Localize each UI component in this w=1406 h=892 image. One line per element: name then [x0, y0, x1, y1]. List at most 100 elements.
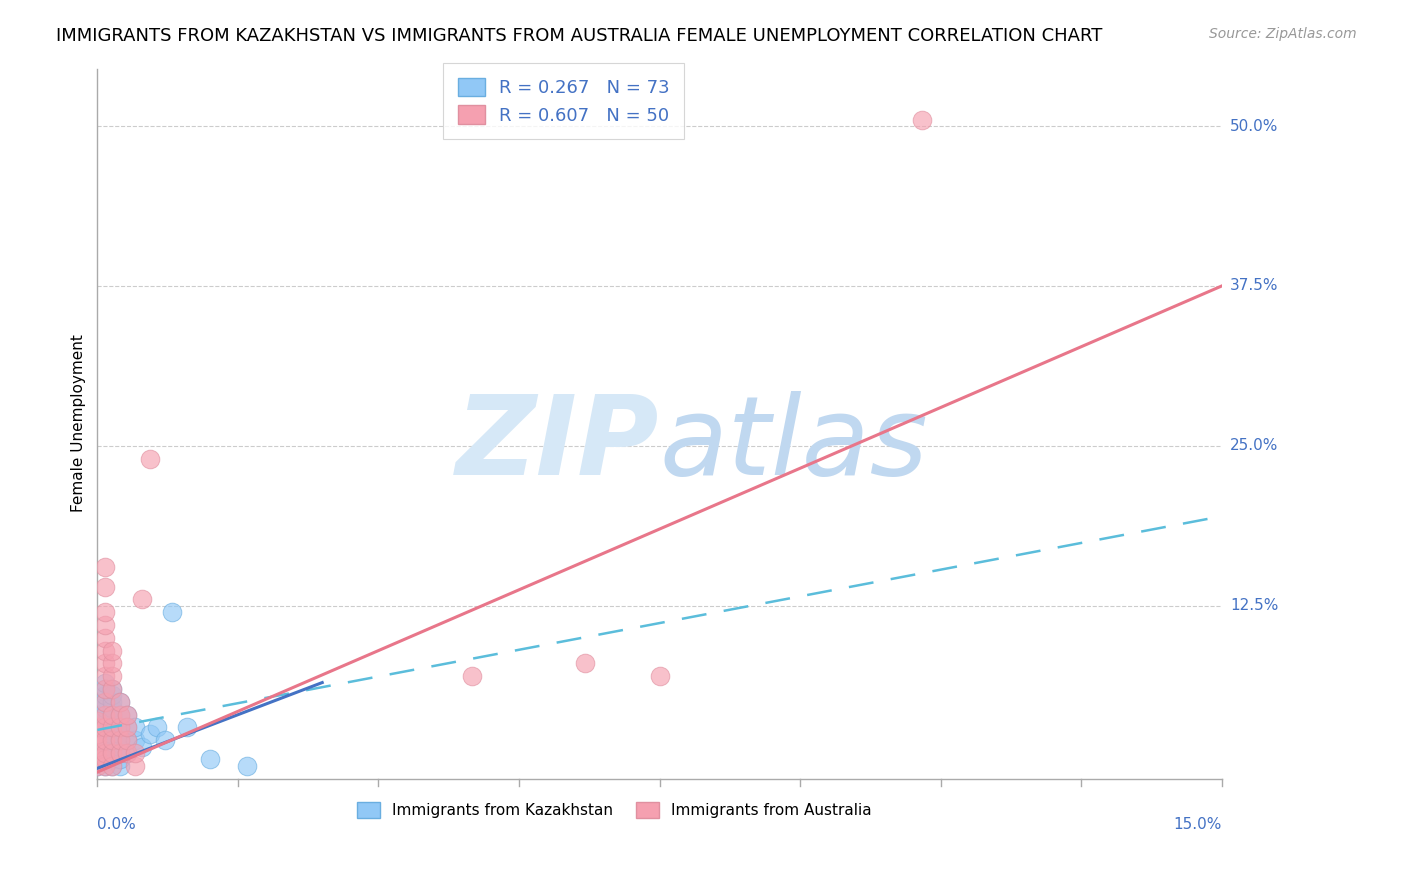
Point — [86, 743, 108, 757]
Point — [86, 731, 108, 745]
Point — [94, 720, 117, 734]
Point — [86, 739, 108, 754]
Point — [911, 112, 934, 127]
Point — [117, 720, 139, 734]
Point — [101, 733, 124, 747]
Point — [108, 695, 131, 709]
Y-axis label: Female Unemployment: Female Unemployment — [72, 334, 86, 512]
Point — [86, 701, 108, 715]
Point — [101, 720, 124, 734]
Point — [124, 733, 146, 747]
Point — [94, 643, 117, 657]
Text: 12.5%: 12.5% — [1230, 599, 1278, 614]
Point — [131, 739, 153, 754]
Point — [94, 738, 117, 752]
Point — [101, 689, 124, 703]
Point — [86, 704, 108, 718]
Point — [101, 707, 124, 722]
Point — [86, 746, 108, 760]
Point — [101, 643, 124, 657]
Point — [153, 733, 176, 747]
Point — [139, 727, 162, 741]
Point — [94, 746, 117, 760]
Point — [117, 707, 139, 722]
Point — [94, 675, 117, 690]
Point — [131, 592, 153, 607]
Point — [146, 720, 169, 734]
Point — [86, 733, 108, 747]
Point — [94, 560, 117, 574]
Point — [101, 657, 124, 671]
Point — [86, 736, 108, 750]
Point — [101, 720, 124, 734]
Point — [86, 707, 108, 722]
Point — [139, 451, 162, 466]
Point — [101, 707, 124, 722]
Point — [108, 758, 131, 772]
Point — [101, 733, 124, 747]
Point — [117, 733, 139, 747]
Point — [94, 707, 117, 722]
Point — [574, 657, 596, 671]
Point — [86, 716, 108, 731]
Text: 15.0%: 15.0% — [1174, 817, 1222, 832]
Point — [94, 605, 117, 619]
Point — [101, 752, 124, 766]
Text: 37.5%: 37.5% — [1230, 278, 1278, 293]
Point — [86, 727, 108, 741]
Text: atlas: atlas — [659, 392, 928, 499]
Point — [101, 727, 124, 741]
Point — [108, 707, 131, 722]
Point — [94, 751, 117, 765]
Point — [86, 727, 108, 741]
Point — [94, 746, 117, 760]
Point — [94, 580, 117, 594]
Point — [94, 733, 117, 747]
Point — [94, 701, 117, 715]
Point — [94, 727, 117, 741]
Text: ZIP: ZIP — [456, 392, 659, 499]
Point — [108, 733, 131, 747]
Point — [86, 748, 108, 763]
Point — [94, 758, 117, 772]
Point — [117, 746, 139, 760]
Point — [86, 754, 108, 768]
Point — [101, 681, 124, 696]
Point — [101, 695, 124, 709]
Text: 25.0%: 25.0% — [1230, 438, 1278, 453]
Point — [124, 758, 146, 772]
Point — [94, 631, 117, 645]
Point — [94, 714, 117, 728]
Point — [108, 739, 131, 754]
Point — [94, 758, 117, 772]
Point — [101, 739, 124, 754]
Point — [94, 681, 117, 696]
Point — [108, 733, 131, 747]
Point — [86, 710, 108, 724]
Point — [108, 695, 131, 709]
Point — [124, 720, 146, 734]
Point — [86, 739, 108, 754]
Point — [94, 752, 117, 766]
Point — [94, 669, 117, 683]
Point — [94, 689, 117, 703]
Point — [101, 681, 124, 696]
Point — [101, 746, 124, 760]
Point — [86, 758, 108, 772]
Point — [94, 657, 117, 671]
Point — [86, 714, 108, 728]
Point — [461, 669, 484, 683]
Text: 50.0%: 50.0% — [1230, 119, 1278, 134]
Point — [124, 746, 146, 760]
Point — [101, 758, 124, 772]
Point — [117, 733, 139, 747]
Point — [94, 681, 117, 696]
Point — [108, 720, 131, 734]
Point — [94, 742, 117, 756]
Point — [108, 727, 131, 741]
Point — [108, 720, 131, 734]
Point — [101, 758, 124, 772]
Point — [86, 758, 108, 772]
Point — [94, 755, 117, 769]
Point — [101, 701, 124, 715]
